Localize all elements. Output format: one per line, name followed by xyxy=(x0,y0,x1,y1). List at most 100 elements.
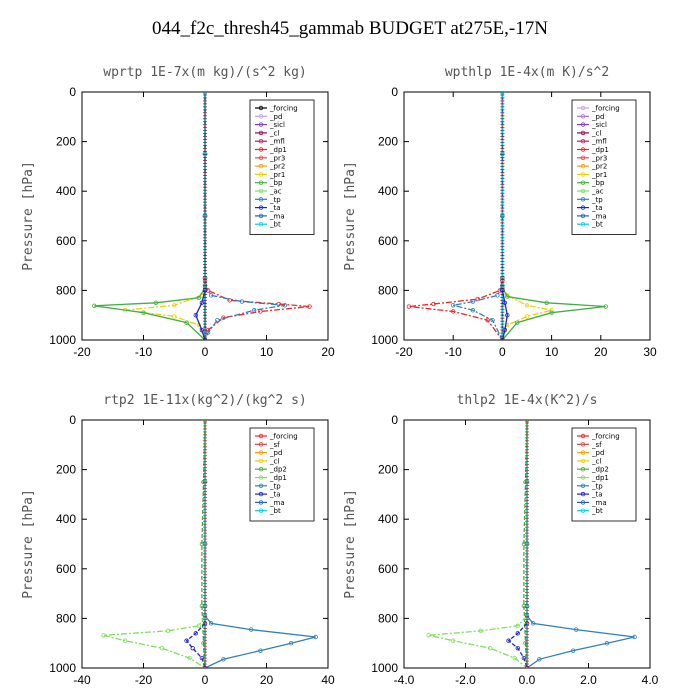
legend-marker xyxy=(258,188,264,194)
legend-marker xyxy=(580,221,586,227)
legend-label: _dp2 xyxy=(269,466,287,474)
y-tick-label: 1000 xyxy=(49,333,76,347)
legend-marker xyxy=(258,172,264,177)
y-tick-label: 400 xyxy=(378,184,398,198)
legend-marker xyxy=(580,180,586,185)
x-tick-label: 30 xyxy=(643,345,657,359)
data-point xyxy=(92,303,97,308)
series-line-dp1 xyxy=(408,280,504,340)
plot-frame xyxy=(403,91,651,341)
legend-marker xyxy=(258,433,264,439)
x-tick-label: 0 xyxy=(202,345,209,359)
legend-label: _pr2 xyxy=(591,163,607,171)
legend-label: _ma xyxy=(269,212,285,220)
data-point xyxy=(202,92,208,95)
data-point xyxy=(199,541,205,547)
series-line-dp1 xyxy=(204,280,310,340)
y-tick-label: 0 xyxy=(69,413,76,427)
data-point xyxy=(521,541,527,547)
data-point xyxy=(549,308,554,313)
x-tick-label: -10 xyxy=(135,345,153,359)
y-tick-label: 1000 xyxy=(49,661,76,675)
data-point xyxy=(202,613,208,619)
data-point xyxy=(451,303,456,308)
legend-label: _ac xyxy=(269,188,282,196)
data-point xyxy=(159,645,165,651)
series-line-ta xyxy=(185,622,206,668)
legend-marker xyxy=(580,500,586,505)
series-line-tp xyxy=(204,285,286,340)
legend-label: _tp xyxy=(269,196,281,204)
data-point xyxy=(248,627,254,632)
legend-label: _bt xyxy=(269,507,281,515)
data-point xyxy=(199,603,205,609)
y-tick-label: 600 xyxy=(378,234,398,248)
x-tick-label: 20 xyxy=(594,345,608,359)
legend-marker xyxy=(580,105,586,111)
legend-marker xyxy=(580,130,586,136)
legend-marker xyxy=(258,114,264,119)
data-point xyxy=(172,303,177,308)
data-point xyxy=(549,310,554,315)
legend-label: _bp xyxy=(269,179,283,187)
legend-label: _forcing xyxy=(269,105,298,113)
legend-marker xyxy=(258,105,264,111)
legend-marker xyxy=(258,180,264,185)
data-point xyxy=(431,301,436,307)
legend-label: _pr1 xyxy=(269,171,285,179)
legend-label: _dp1 xyxy=(269,146,287,154)
data-point xyxy=(239,299,245,304)
legend-label: _ac xyxy=(591,188,604,196)
legend-label: _sicl xyxy=(269,121,285,129)
data-point xyxy=(495,293,500,298)
chart-panel-1: wprtp 1E-7x(m kg)/(s^2 kg) Pressure [hPa]… xyxy=(21,65,335,359)
series-line-dp1 xyxy=(428,615,528,668)
legend-marker xyxy=(258,155,264,160)
legend-label: _dp1 xyxy=(269,474,287,482)
data-point xyxy=(307,304,312,309)
x-tick-label: 0 xyxy=(499,345,506,359)
panel-title: rtp2 1E-11x(kg^2)/(kg^2 s) xyxy=(103,393,307,408)
legend-marker xyxy=(258,130,264,136)
legend-label: _forcing xyxy=(269,433,298,441)
plot-area xyxy=(426,420,637,668)
data-point xyxy=(184,320,189,325)
legend-label: _tp xyxy=(269,482,281,490)
legend-label: _ma xyxy=(591,212,607,220)
legend-marker xyxy=(580,475,586,480)
x-tick-label: -4.0 xyxy=(394,673,415,687)
data-point xyxy=(604,641,610,646)
legend-label: _forcing xyxy=(591,433,620,441)
x-tick-label: -40 xyxy=(73,673,91,687)
legend-marker xyxy=(580,483,586,488)
legend-marker xyxy=(580,138,586,144)
y-tick-label: 1000 xyxy=(371,333,398,347)
data-point xyxy=(603,304,608,309)
legend-label: _cl xyxy=(269,129,279,137)
plot-area xyxy=(101,420,318,668)
data-point xyxy=(451,638,456,643)
data-point xyxy=(470,308,476,313)
data-point xyxy=(202,151,208,157)
y-tick-label: 800 xyxy=(56,283,76,297)
legend-marker xyxy=(580,433,586,439)
legend-marker xyxy=(580,491,586,497)
data-point xyxy=(193,631,198,636)
data-point xyxy=(202,665,208,668)
y-tick-label: 600 xyxy=(378,562,398,576)
legend-label: _bt xyxy=(591,221,603,229)
legend-label: _ma xyxy=(591,499,607,507)
legend-label: _cl xyxy=(591,129,601,137)
data-point xyxy=(205,330,211,335)
y-tick-label: 0 xyxy=(69,85,76,99)
data-point xyxy=(313,634,318,640)
y-tick-label: 200 xyxy=(378,463,398,477)
series-line-tp xyxy=(453,285,503,340)
data-point xyxy=(487,645,493,651)
data-point xyxy=(523,479,528,485)
data-point xyxy=(215,317,220,323)
legend-marker xyxy=(258,458,264,464)
plot-area xyxy=(406,92,608,340)
legend-label: _pd xyxy=(269,449,282,457)
